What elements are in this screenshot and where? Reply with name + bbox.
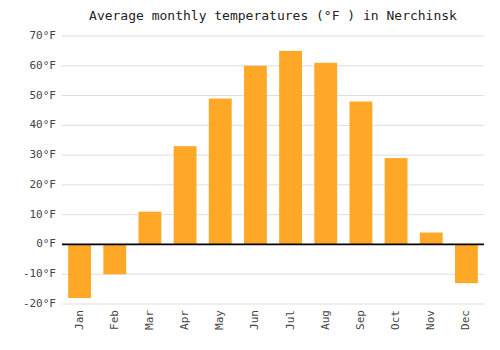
y-grid bbox=[62, 36, 484, 304]
grid-line bbox=[62, 95, 484, 96]
bar bbox=[455, 244, 478, 283]
y-tick-label: 20°F bbox=[30, 178, 57, 191]
x-tick-label: Nov bbox=[424, 310, 437, 330]
bar bbox=[209, 99, 232, 245]
x-tick-label: Apr bbox=[178, 310, 191, 330]
bars bbox=[68, 51, 478, 298]
grid-line bbox=[62, 184, 484, 185]
bar bbox=[420, 233, 443, 245]
y-tick-label: 70°F bbox=[30, 29, 57, 42]
grid-line bbox=[62, 65, 484, 66]
x-tick-label: Mar bbox=[143, 310, 156, 330]
y-tick-label: -20°F bbox=[23, 297, 56, 310]
bar bbox=[68, 244, 91, 298]
zero-line bbox=[62, 244, 484, 246]
x-tick-label: Oct bbox=[389, 310, 402, 330]
x-tick-label: Feb bbox=[108, 310, 121, 330]
y-tick-label: -10°F bbox=[23, 267, 56, 280]
x-tick-label: Dec bbox=[459, 310, 472, 330]
y-tick-label: 60°F bbox=[30, 59, 57, 72]
y-tick-label: 50°F bbox=[30, 89, 57, 102]
bar bbox=[103, 244, 126, 274]
grid-line bbox=[62, 304, 484, 305]
bar bbox=[314, 63, 337, 245]
x-tick-label: Aug bbox=[319, 310, 332, 330]
grid-line bbox=[62, 214, 484, 215]
x-tick-label: Jul bbox=[284, 310, 297, 330]
bar bbox=[279, 51, 302, 245]
y-tick-label: 0°F bbox=[36, 237, 56, 250]
grid-line bbox=[62, 36, 484, 37]
bar bbox=[385, 158, 408, 244]
bar bbox=[138, 212, 161, 245]
bar bbox=[174, 146, 197, 244]
grid-line bbox=[62, 244, 484, 245]
grid-line bbox=[62, 155, 484, 156]
chart-container: Average monthly temperatures (°F ) in Ne… bbox=[0, 0, 500, 350]
x-tick-label: Jan bbox=[73, 310, 86, 330]
y-tick-label: 40°F bbox=[30, 118, 57, 131]
title: Average monthly temperatures (°F ) in Ne… bbox=[89, 8, 457, 23]
x-tick-label: Sep bbox=[354, 310, 367, 330]
y-tick-label: 30°F bbox=[30, 148, 57, 161]
x-tick-label: May bbox=[213, 310, 226, 330]
bar bbox=[349, 102, 372, 245]
chart-svg: Average monthly temperatures (°F ) in Ne… bbox=[0, 0, 500, 350]
bar bbox=[244, 66, 267, 245]
x-tick-label: Jun bbox=[248, 310, 261, 330]
grid-line bbox=[62, 125, 484, 126]
y-tick-label: 10°F bbox=[30, 208, 57, 221]
